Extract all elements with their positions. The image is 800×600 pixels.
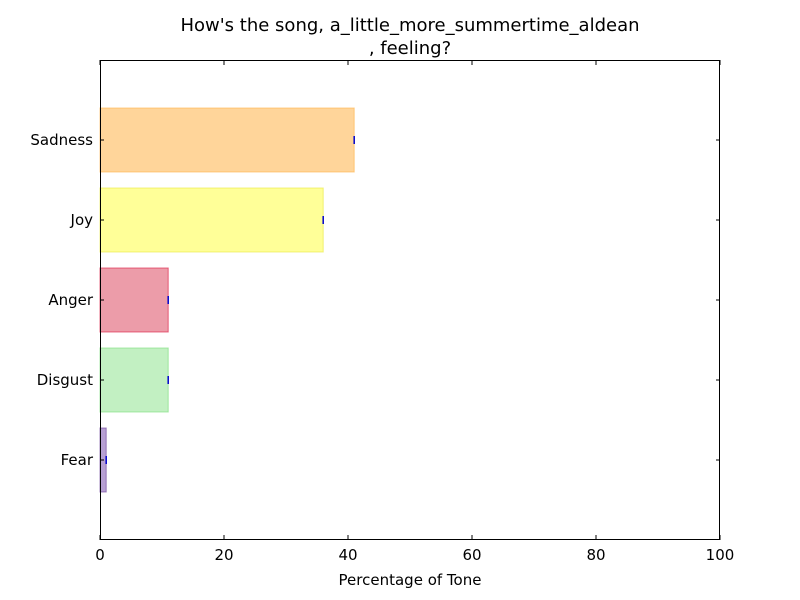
x-tick-label: 20 — [214, 546, 233, 564]
x-tick-label: 0 — [95, 546, 105, 564]
y-tick-label: Sadness — [30, 131, 93, 149]
x-tick-label: 40 — [338, 546, 357, 564]
x-tick-label: 60 — [462, 546, 481, 564]
chart-title-line-1: How's the song, a_little_more_summertime… — [180, 15, 639, 36]
bar-joy — [99, 187, 324, 253]
chart-title-line-2: , feeling? — [369, 38, 451, 59]
bar-disgust — [99, 347, 169, 413]
y-tick-label: Fear — [61, 451, 94, 469]
y-tick-label: Anger — [48, 291, 94, 309]
y-tick-label: Disgust — [37, 371, 93, 389]
bar-anger — [99, 267, 169, 333]
y-tick-label: Joy — [70, 211, 94, 229]
x-axis: 0 20 40 60 80 100 — [95, 60, 734, 564]
error-markers-group — [105, 136, 355, 464]
x-tick-label: 100 — [706, 546, 735, 564]
x-axis-label: Percentage of Tone — [339, 571, 482, 589]
chart-title: How's the song, a_little_more_summertime… — [180, 15, 639, 59]
x-tick-label: 80 — [586, 546, 605, 564]
y-axis: Sadness Joy Anger Disgust Fear — [30, 131, 720, 469]
bars-group — [99, 107, 355, 493]
bar-sadness — [99, 107, 355, 173]
